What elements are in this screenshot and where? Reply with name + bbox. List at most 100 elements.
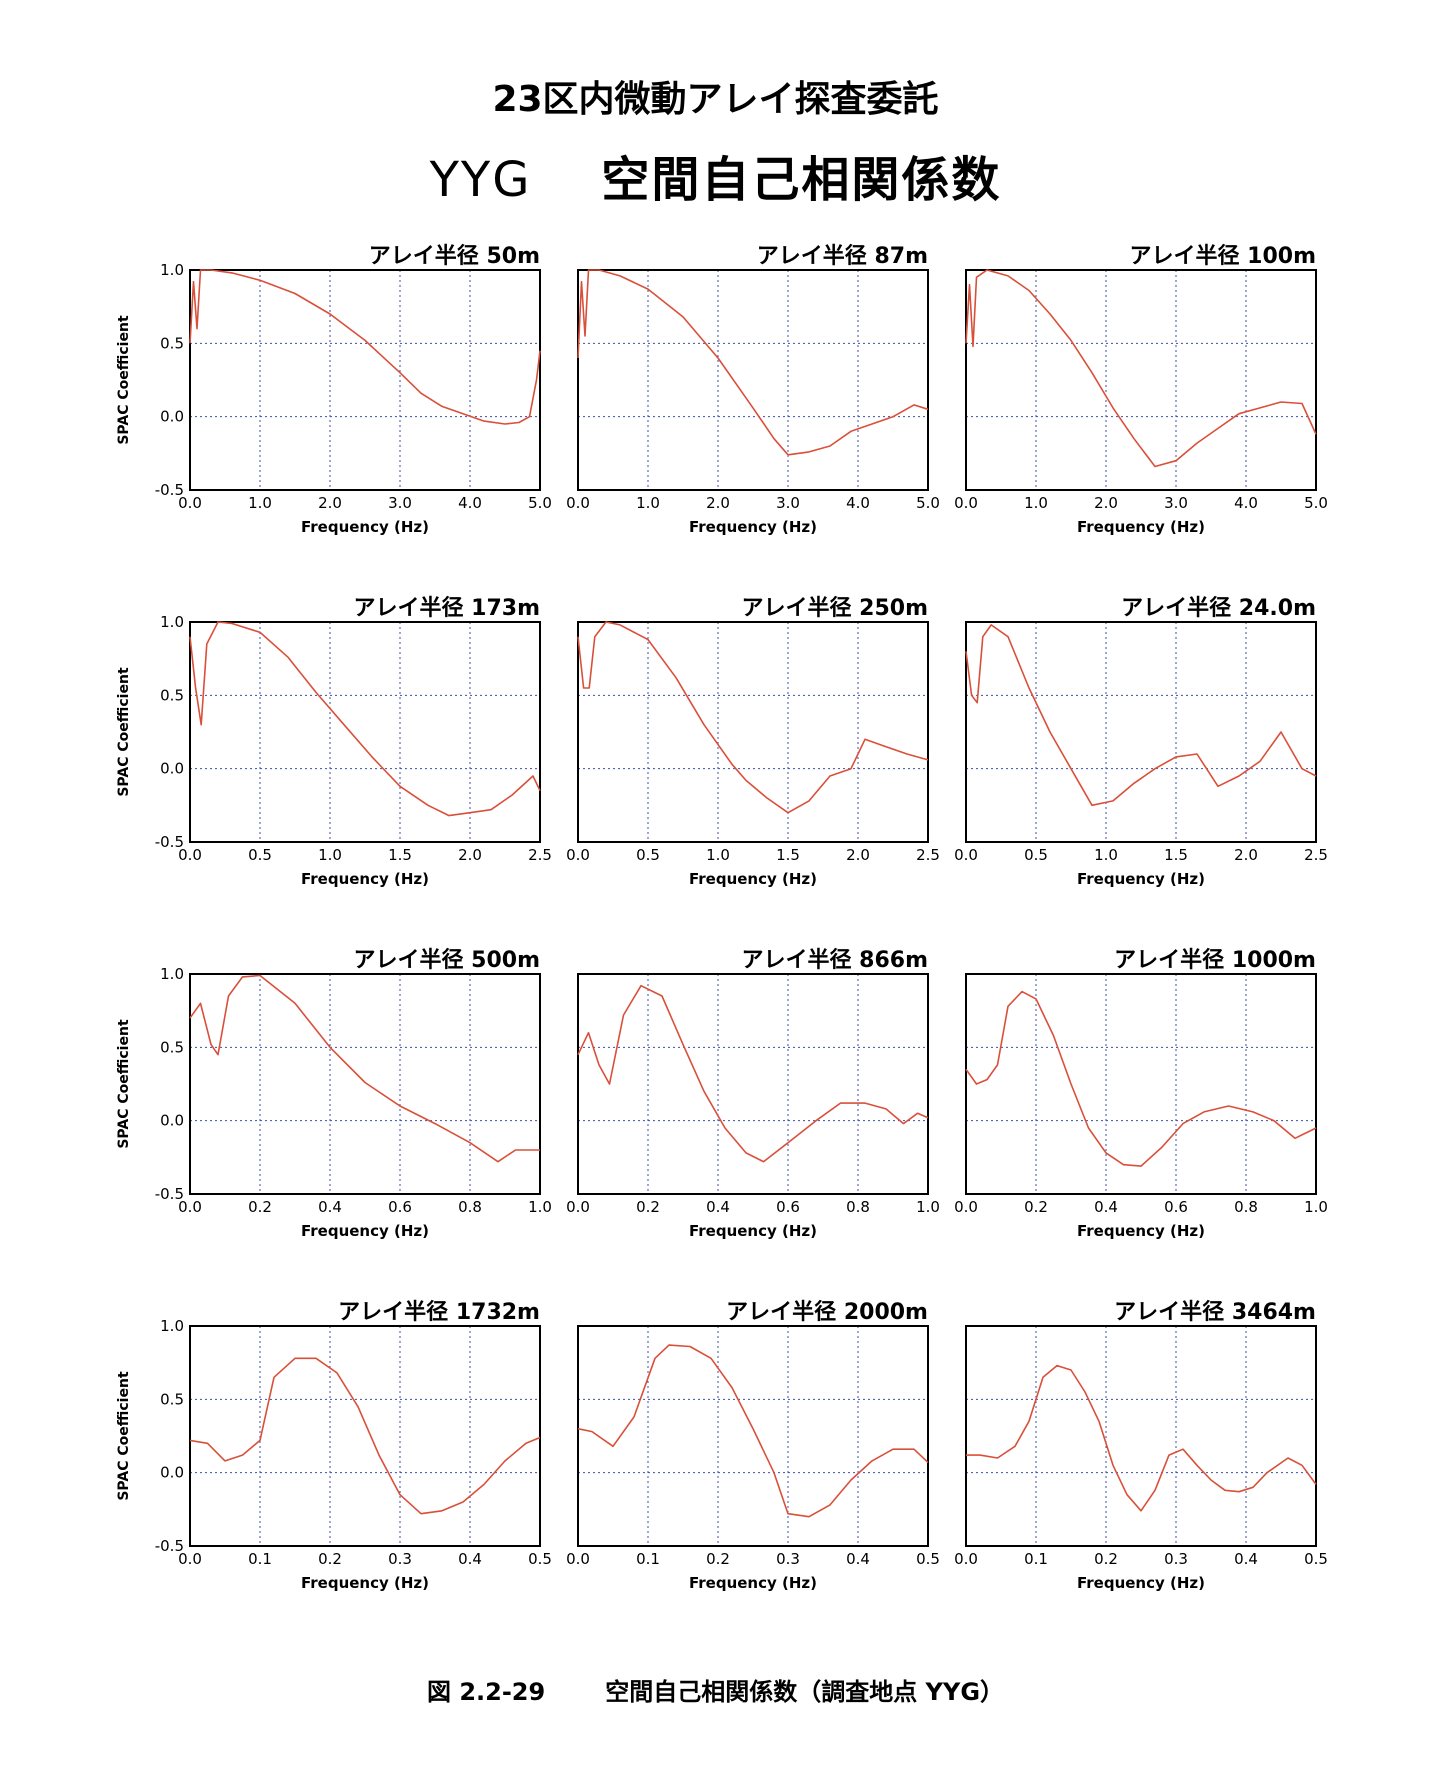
panel-title: アレイ半径 500m: [353, 947, 540, 973]
spac-curve: [189, 269, 541, 425]
y-tick-label: 1.0: [160, 613, 184, 631]
x-tick-label: 2.0: [846, 846, 870, 864]
panel-title: アレイ半径 24.0m: [1121, 595, 1316, 621]
figure-number: 図 2.2-29: [426, 1678, 546, 1706]
spac-panel: アレイ半径 500m 0.0 0.2 0.4 0.6 0.8 1.0 Frequency (H…: [116, 947, 552, 1240]
spac-curve: [966, 1364, 1317, 1512]
page-heading: YYG 空間自己相関係数: [0, 140, 1431, 210]
x-tick-label: 0.0: [954, 846, 978, 864]
x-tick-label: 0.0: [566, 846, 590, 864]
caption-text: 空間自己相関係数（調査地点 YYG）: [605, 1678, 1005, 1706]
x-tick-label: 3.0: [388, 494, 412, 512]
panel-title: アレイ半径 50m: [369, 243, 540, 269]
x-tick-label: 0.0: [178, 1198, 202, 1216]
x-tick-label: 1.0: [916, 1198, 940, 1216]
spac-panel: アレイ半径 2000m 0.0 0.1 0.2 0.3 0.4 0.5 Frequency (…: [566, 1299, 940, 1592]
spac-curve: [189, 974, 540, 1163]
y-tick-label: -0.5: [155, 833, 184, 851]
plot-frame: [577, 973, 929, 1195]
x-axis-label: Frequency (Hz): [689, 1222, 817, 1240]
x-tick-label: 0.5: [916, 1550, 940, 1568]
y-tick-label: 0.0: [160, 1464, 184, 1482]
panel-title: アレイ半径 100m: [1129, 243, 1316, 269]
x-tick-label: 0.2: [248, 1198, 272, 1216]
spac-panel: アレイ半径 866m 0.0 0.2 0.4 0.6 0.8 1.0 Frequency (H…: [566, 947, 940, 1240]
plot-frame: [189, 1325, 541, 1547]
x-tick-label: 2.5: [1304, 846, 1328, 864]
y-tick-label: -0.5: [155, 481, 184, 499]
x-tick-label: 0.5: [636, 846, 660, 864]
report-title: 23区内微動アレイ探査委託: [492, 79, 939, 120]
plot-frame: [189, 973, 541, 1195]
y-axis-label: SPAC Coefficient: [116, 315, 132, 445]
x-tick-label: 0.1: [636, 1550, 660, 1568]
x-tick-label: 0.2: [1094, 1550, 1118, 1568]
x-tick-label: 0.0: [954, 1198, 978, 1216]
x-tick-label: 0.4: [318, 1198, 342, 1216]
spac-panel: アレイ半径 24.0m 0.0 0.5 1.0 1.5 2.0 2.5 Frequency (…: [954, 595, 1328, 888]
plot-frame: [577, 269, 929, 491]
x-tick-label: 0.3: [1164, 1550, 1188, 1568]
x-tick-label: 0.0: [954, 1550, 978, 1568]
x-axis-label: Frequency (Hz): [301, 1574, 429, 1592]
y-tick-label: 1.0: [160, 1317, 184, 1335]
x-tick-label: 2.0: [318, 494, 342, 512]
y-tick-label: 0.0: [160, 760, 184, 778]
x-tick-label: 0.1: [248, 1550, 272, 1568]
x-tick-label: 0.0: [954, 494, 978, 512]
plot-frame: [965, 269, 1317, 491]
x-tick-label: 0.2: [636, 1198, 660, 1216]
y-axis-label: SPAC Coefficient: [116, 667, 132, 797]
x-tick-label: 2.0: [458, 846, 482, 864]
x-tick-label: 0.4: [706, 1198, 730, 1216]
x-tick-label: 0.4: [846, 1550, 870, 1568]
panel-title: アレイ半径 250m: [741, 595, 928, 621]
x-tick-label: 0.8: [846, 1198, 870, 1216]
spac-panel: アレイ半径 250m 0.0 0.5 1.0 1.5 2.0 2.5 Frequency (H…: [566, 595, 940, 888]
spac-curve: [577, 269, 929, 456]
panel-title: アレイ半径 87m: [757, 243, 928, 269]
spac-curve: [965, 990, 1317, 1167]
y-tick-label: 1.0: [160, 261, 184, 279]
y-axis-label: SPAC Coefficient: [116, 1371, 132, 1501]
x-tick-label: 0.0: [178, 846, 202, 864]
x-tick-label: 2.5: [916, 846, 940, 864]
x-tick-label: 0.8: [458, 1198, 482, 1216]
plot-frame: [577, 621, 929, 843]
x-tick-label: 5.0: [1304, 494, 1328, 512]
x-tick-label: 2.0: [706, 494, 730, 512]
x-tick-label: 0.1: [1024, 1550, 1048, 1568]
x-tick-label: 5.0: [916, 494, 940, 512]
y-tick-label: -0.5: [155, 1185, 184, 1203]
x-tick-label: 3.0: [776, 494, 800, 512]
y-tick-label: 0.5: [160, 334, 184, 352]
figure-caption: 図 2.2-29 空間自己相関係数（調査地点 YYG）: [0, 1672, 1431, 1707]
x-tick-label: 0.6: [776, 1198, 800, 1216]
plot-frame: [189, 269, 541, 491]
y-tick-label: -0.5: [155, 1537, 184, 1555]
spac-curve: [577, 1344, 929, 1518]
x-tick-label: 0.0: [178, 1550, 202, 1568]
x-tick-label: 0.5: [1304, 1550, 1328, 1568]
panel-title: アレイ半径 1000m: [1114, 947, 1316, 973]
x-tick-label: 2.0: [1234, 846, 1258, 864]
x-tick-label: 0.2: [706, 1550, 730, 1568]
x-tick-label: 4.0: [1234, 494, 1258, 512]
x-tick-label: 0.0: [178, 494, 202, 512]
y-axis-label: SPAC Coefficient: [116, 1019, 132, 1149]
x-tick-label: 0.4: [458, 1550, 482, 1568]
x-axis-label: Frequency (Hz): [1077, 518, 1205, 536]
x-tick-label: 0.5: [528, 1550, 552, 1568]
x-axis-label: Frequency (Hz): [301, 518, 429, 536]
x-tick-label: 1.0: [528, 1198, 552, 1216]
x-axis-label: Frequency (Hz): [1077, 1222, 1205, 1240]
y-tick-label: 0.0: [160, 1112, 184, 1130]
x-tick-label: 1.5: [388, 846, 412, 864]
x-tick-label: 0.0: [566, 494, 590, 512]
x-tick-label: 0.3: [388, 1550, 412, 1568]
spac-curve: [189, 621, 541, 817]
spac-curve: [577, 984, 929, 1163]
x-axis-label: Frequency (Hz): [1077, 1574, 1205, 1592]
x-tick-label: 0.4: [1234, 1550, 1258, 1568]
